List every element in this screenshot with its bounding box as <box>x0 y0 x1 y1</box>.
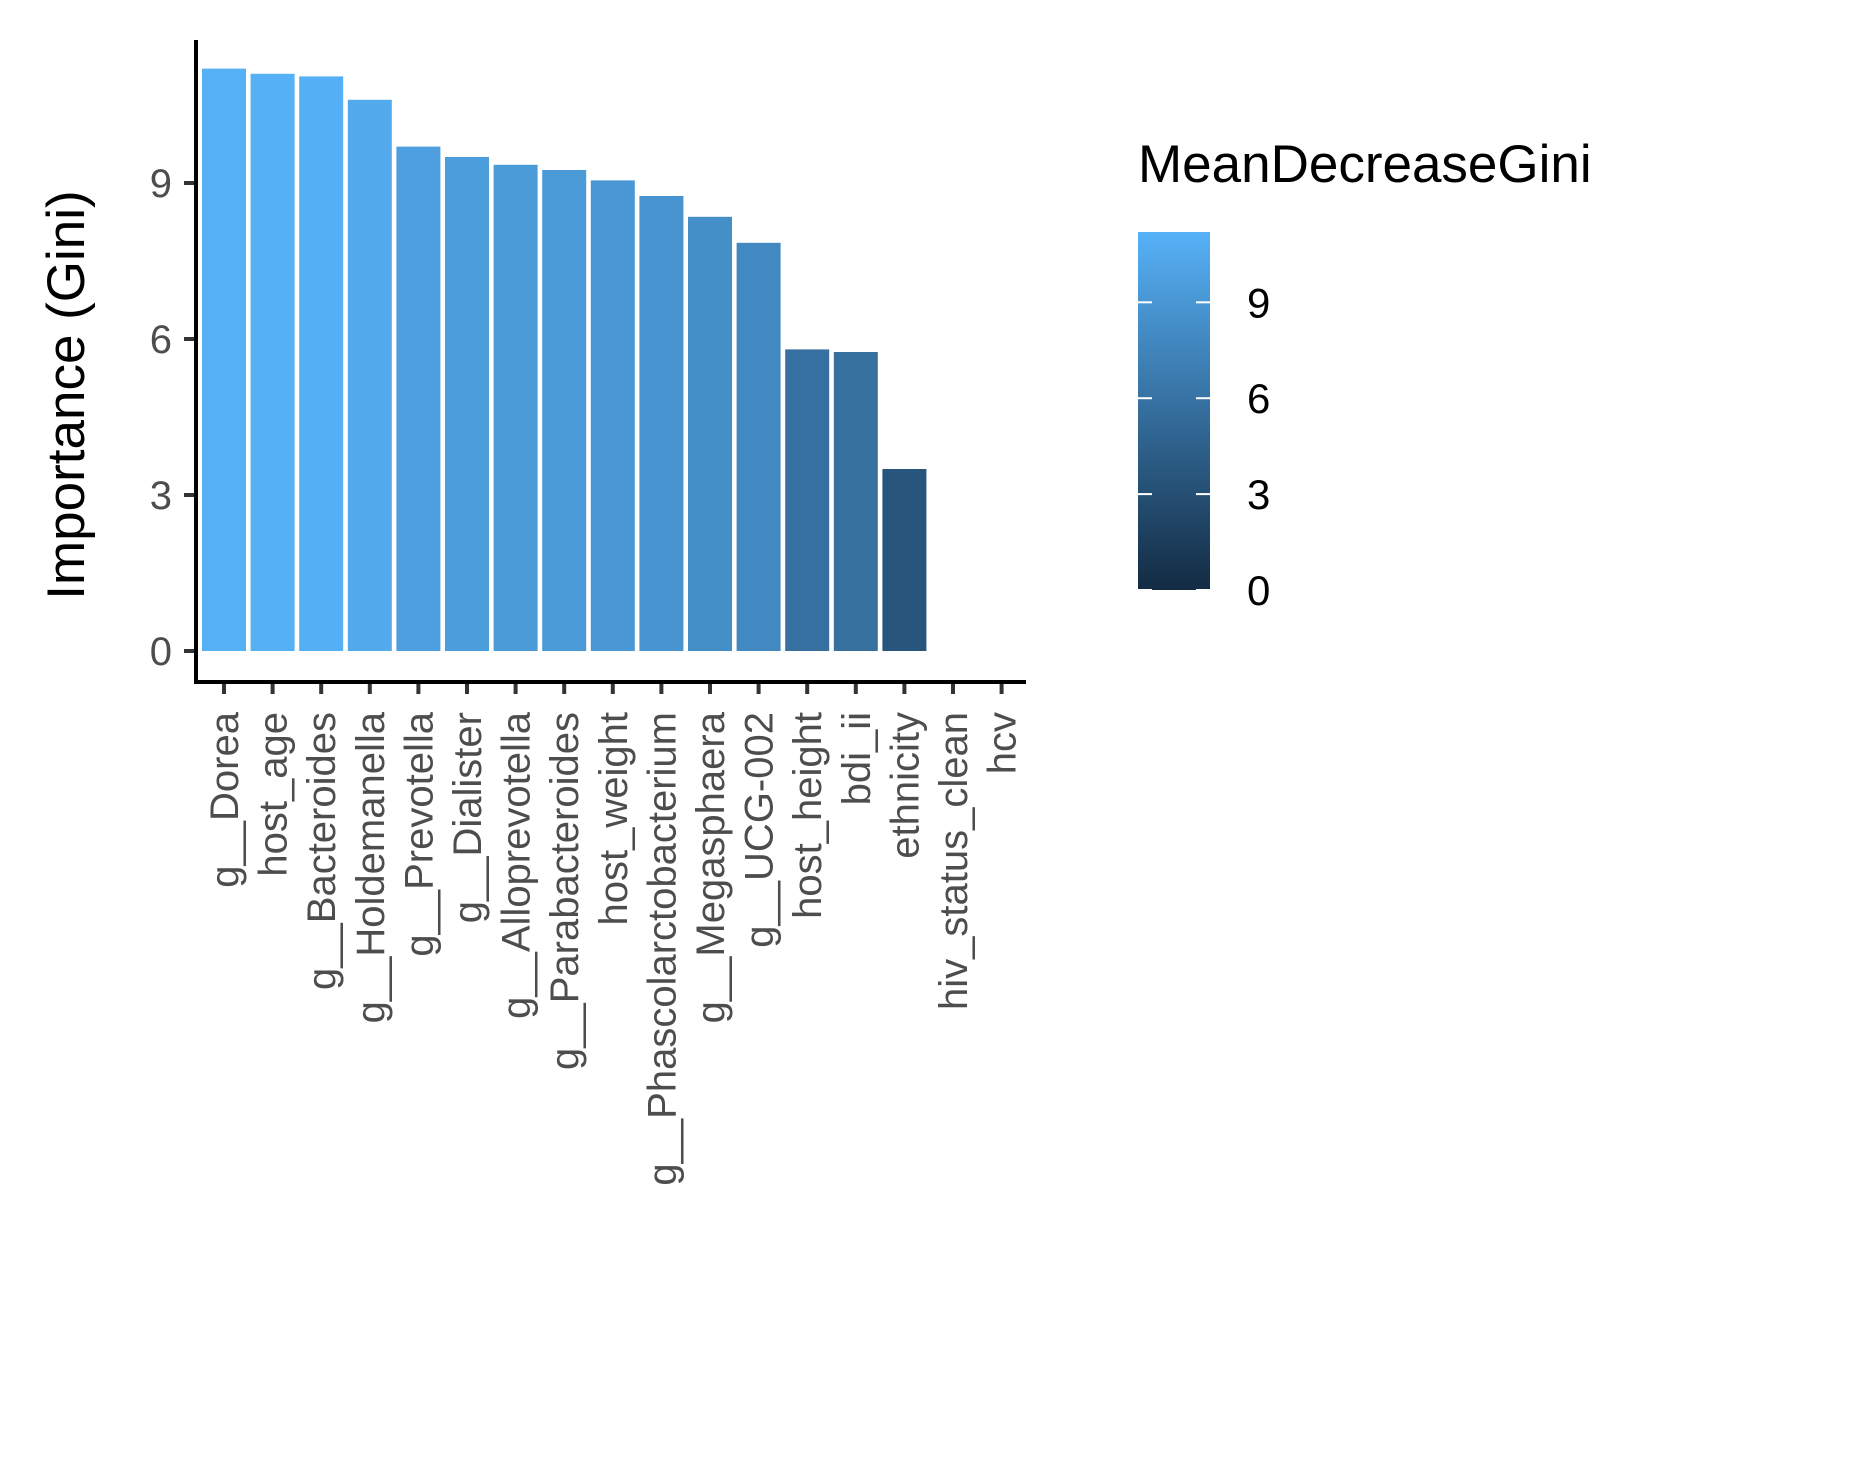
y-tick-label: 3 <box>150 474 172 518</box>
bar <box>202 68 246 652</box>
colorbar-ticks: 0 3 6 9 <box>1138 279 1270 614</box>
legend-title: MeanDecreaseGini <box>1138 135 1592 194</box>
bar <box>882 469 927 651</box>
x-tick-label: g__Phascolarctobacterium <box>640 712 684 1186</box>
bar <box>250 73 295 652</box>
x-tick-label: host_height <box>786 712 830 919</box>
colorbar <box>1138 232 1210 590</box>
bar <box>639 196 684 651</box>
x-tick-label: bdi_ii <box>835 712 879 805</box>
x-tick-label: g__UCG-002 <box>738 712 782 948</box>
x-tick-label: g__Parabacteroides <box>543 712 587 1070</box>
bar <box>688 216 732 652</box>
colorbar-tick-label: 0 <box>1247 567 1270 614</box>
x-tick-label: host_age <box>252 712 296 877</box>
bar <box>347 99 392 652</box>
y-tick-label: 9 <box>150 162 172 206</box>
x-tick-label: g__Bacteroides <box>300 712 344 990</box>
bar <box>396 146 441 651</box>
legend: MeanDecreaseGini 0 3 6 9 <box>1138 135 1592 614</box>
x-tick-label: hcv <box>981 712 1025 774</box>
bar <box>736 242 781 652</box>
x-tick-label: g__Dorea <box>203 711 247 887</box>
colorbar-tick-label: 3 <box>1247 471 1270 518</box>
bar <box>445 157 489 651</box>
x-tick-label: g__Prevotella <box>397 711 441 956</box>
x-tick-label: g__Alloprevotella <box>495 711 539 1019</box>
bar <box>785 349 830 651</box>
y-axis-title: Importance (Gini) <box>37 190 96 599</box>
bar <box>833 352 878 651</box>
bar <box>493 164 538 652</box>
x-tick-label: ethnicity <box>883 712 927 859</box>
bar <box>542 170 587 651</box>
x-tick-label: host_weight <box>592 712 636 925</box>
colorbar-tick-label: 9 <box>1247 279 1270 326</box>
bars-layer <box>202 68 927 652</box>
bar <box>299 76 344 651</box>
y-tick-label: 6 <box>150 318 172 362</box>
x-tick-label: g__Megasphaera <box>689 711 733 1023</box>
y-axis-ticks: 0 3 6 9 <box>150 162 196 674</box>
bar <box>590 180 635 651</box>
colorbar-tick-label: 6 <box>1247 375 1270 422</box>
y-tick-label: 0 <box>150 630 172 674</box>
x-tick-label: g__Holdemanella <box>349 711 393 1023</box>
x-axis-ticks: g__Dorea host_age g__Bacteroides g__Holdema… <box>203 682 1025 1186</box>
x-tick-label: hiv_status_clean <box>932 712 976 1010</box>
x-tick-label: g__Dialister <box>446 712 490 923</box>
